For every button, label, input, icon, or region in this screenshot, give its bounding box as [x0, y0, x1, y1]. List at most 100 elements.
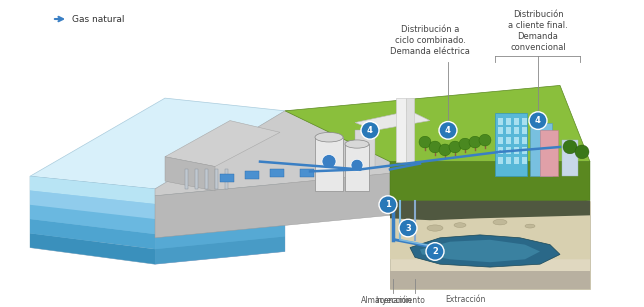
Circle shape [399, 219, 417, 237]
Polygon shape [390, 215, 590, 259]
Polygon shape [30, 235, 285, 264]
Text: Extracción: Extracción [445, 295, 486, 305]
Circle shape [439, 122, 457, 139]
Bar [522, 157, 527, 164]
Bar [185, 169, 188, 189]
Circle shape [426, 243, 444, 260]
Bar [205, 169, 208, 189]
Bar [522, 137, 527, 144]
Bar [300, 169, 314, 177]
Bar [245, 171, 259, 179]
Text: 4: 4 [367, 126, 373, 135]
Text: Gas natural: Gas natural [72, 14, 124, 24]
Bar [540, 130, 558, 176]
Ellipse shape [345, 140, 369, 148]
Bar [396, 98, 406, 161]
Polygon shape [155, 111, 450, 196]
Polygon shape [155, 236, 285, 264]
Polygon shape [30, 191, 155, 219]
Bar [498, 157, 503, 164]
Polygon shape [155, 176, 285, 204]
Ellipse shape [315, 132, 343, 142]
Circle shape [419, 136, 431, 148]
Text: 4: 4 [535, 116, 541, 125]
Bar [530, 122, 552, 176]
Circle shape [439, 144, 451, 156]
Polygon shape [165, 121, 280, 166]
Bar [270, 169, 284, 177]
Circle shape [469, 136, 481, 148]
Circle shape [351, 159, 363, 171]
Bar [514, 137, 519, 144]
Polygon shape [390, 201, 590, 289]
Bar [506, 118, 511, 125]
Circle shape [529, 112, 547, 129]
Bar [195, 169, 198, 189]
Bar [225, 169, 228, 189]
Text: 1: 1 [385, 200, 391, 209]
Polygon shape [155, 173, 390, 238]
Ellipse shape [493, 220, 507, 225]
Bar [498, 147, 503, 154]
Polygon shape [30, 219, 155, 249]
Circle shape [479, 134, 491, 146]
Text: 2: 2 [432, 247, 438, 256]
Text: Distribución a
ciclo combinado.
Demanda eléctrica: Distribución a ciclo combinado. Demanda … [390, 25, 470, 56]
Circle shape [449, 141, 461, 153]
Bar [215, 169, 218, 189]
Ellipse shape [427, 225, 443, 231]
Bar [506, 137, 511, 144]
Text: Almacenamiento: Almacenamiento [361, 296, 426, 305]
Polygon shape [155, 191, 285, 219]
Bar [498, 127, 503, 134]
Polygon shape [390, 271, 590, 289]
Bar [522, 147, 527, 154]
Circle shape [459, 138, 471, 150]
Bar [522, 127, 527, 134]
Text: 3: 3 [405, 223, 411, 232]
Polygon shape [30, 233, 155, 264]
Polygon shape [30, 98, 285, 189]
Polygon shape [390, 201, 590, 220]
Circle shape [575, 145, 589, 159]
Polygon shape [155, 206, 285, 234]
Text: Inyección: Inyección [375, 295, 411, 305]
Circle shape [429, 141, 441, 153]
Bar [506, 127, 511, 134]
Bar [406, 98, 414, 161]
Polygon shape [30, 176, 155, 264]
Circle shape [322, 154, 336, 168]
Ellipse shape [454, 223, 466, 227]
Bar [220, 174, 234, 182]
Text: Distribución
a cliente final.
Demanda
convencional: Distribución a cliente final. Demanda co… [508, 10, 568, 52]
Bar [495, 113, 527, 176]
Polygon shape [165, 157, 215, 191]
Polygon shape [355, 130, 375, 166]
Polygon shape [30, 205, 155, 234]
Bar [498, 137, 503, 144]
Polygon shape [155, 221, 285, 249]
Bar [506, 157, 511, 164]
Bar [562, 140, 578, 176]
Bar [506, 147, 511, 154]
Text: 4: 4 [445, 126, 451, 135]
Ellipse shape [525, 224, 535, 228]
Polygon shape [285, 85, 590, 161]
Bar [498, 118, 503, 125]
Bar [522, 118, 527, 125]
Bar [514, 118, 519, 125]
Circle shape [379, 196, 397, 213]
Polygon shape [410, 235, 560, 267]
Circle shape [361, 122, 379, 139]
Polygon shape [155, 176, 285, 264]
Bar [345, 144, 369, 191]
Bar [514, 157, 519, 164]
Bar [514, 147, 519, 154]
Bar [514, 127, 519, 134]
Polygon shape [420, 240, 540, 262]
Polygon shape [355, 111, 430, 130]
Circle shape [563, 140, 577, 154]
Polygon shape [390, 161, 590, 215]
Polygon shape [30, 176, 155, 204]
Bar [315, 137, 343, 191]
